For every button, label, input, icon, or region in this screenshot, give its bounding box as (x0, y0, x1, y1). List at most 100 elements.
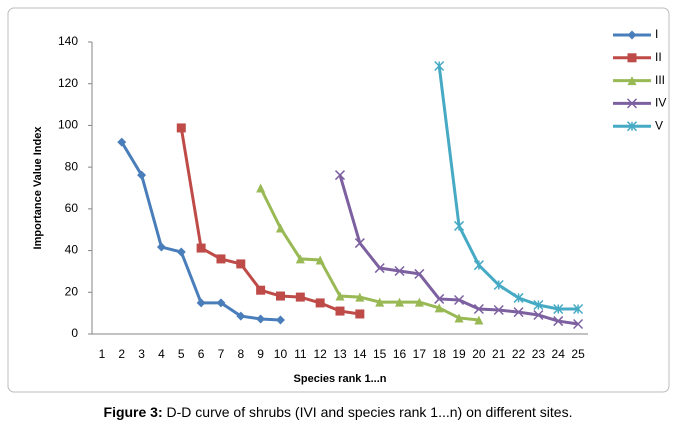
series-line (437, 65, 579, 311)
data-point (533, 299, 544, 311)
y-tick-label: 60 (65, 201, 79, 215)
x-tick-label: 1 (99, 347, 106, 361)
data-point (315, 255, 325, 265)
data-point (414, 268, 425, 279)
data-point (256, 183, 266, 193)
x-tick-label: 21 (492, 347, 506, 361)
data-point (275, 223, 285, 233)
caption-label: Figure 3: (104, 404, 163, 420)
y-tick-label: 0 (71, 326, 78, 340)
y-tick-label: 100 (58, 118, 78, 132)
data-point (473, 260, 484, 271)
legend-marker (627, 30, 637, 40)
x-tick-label: 12 (313, 347, 327, 361)
x-tick-label: 17 (413, 347, 427, 361)
data-point (335, 306, 345, 316)
legend-label: V (655, 118, 663, 132)
data-point (354, 238, 365, 249)
data-point (375, 297, 385, 307)
y-tick-label: 20 (65, 284, 79, 298)
data-point (434, 60, 445, 72)
x-tick-label: 9 (257, 347, 264, 361)
data-point (196, 298, 206, 308)
data-point (275, 291, 285, 301)
data-point (236, 259, 246, 269)
legend-marker (627, 76, 637, 86)
legend-label: II (655, 50, 662, 64)
data-point (236, 311, 246, 321)
data-point (513, 307, 524, 318)
x-tick-label: 8 (237, 347, 244, 361)
data-point (256, 285, 266, 295)
data-point (573, 303, 584, 315)
x-tick-label: 3 (138, 347, 145, 361)
x-tick-label: 16 (393, 347, 407, 361)
data-point (454, 313, 464, 323)
x-tick-label: 10 (274, 347, 288, 361)
data-point (414, 297, 424, 307)
data-point (315, 298, 325, 308)
y-tick-label: 40 (65, 243, 79, 257)
data-point (355, 309, 365, 319)
x-tick-label: 22 (512, 347, 526, 361)
data-point (513, 292, 524, 303)
data-point (434, 303, 444, 313)
data-point (196, 243, 206, 253)
legend-marker (626, 121, 638, 132)
data-point (216, 298, 226, 308)
data-point (275, 315, 285, 325)
data-point (117, 137, 127, 147)
data-point (156, 242, 166, 252)
x-tick-label: 6 (198, 347, 205, 361)
y-axis-title: Importance Value Index (32, 126, 44, 250)
x-tick-label: 20 (472, 347, 486, 361)
data-point (395, 297, 405, 307)
x-tick-label: 11 (294, 347, 307, 361)
data-point (295, 254, 305, 264)
x-axis-title: Species rank 1...n (294, 373, 387, 385)
data-point (374, 263, 385, 274)
x-tick-label: 4 (158, 347, 165, 361)
y-tick-label: 140 (58, 34, 78, 48)
x-tick-label: 15 (373, 347, 387, 361)
data-point (553, 303, 564, 315)
y-tick-label: 120 (58, 76, 78, 90)
data-point (256, 314, 266, 324)
data-point (394, 265, 405, 277)
data-point (573, 318, 584, 330)
data-point (335, 291, 345, 301)
data-point (434, 293, 445, 304)
data-point (553, 316, 564, 327)
data-point (137, 170, 147, 180)
data-point (295, 292, 305, 302)
legend-label: III (655, 73, 665, 87)
chart-frame (7, 7, 670, 393)
x-tick-label: 14 (353, 347, 367, 361)
series-line (259, 187, 480, 322)
legend-marker (626, 98, 638, 109)
data-point (355, 292, 365, 302)
data-point (176, 247, 186, 257)
data-point (533, 309, 544, 321)
x-tick-label: 2 (118, 347, 125, 361)
caption: Figure 3: D-D curve of shrubs (IVI and s… (104, 404, 573, 420)
data-point (493, 279, 504, 291)
caption-text: D-D curve of shrubs (IVI and species ran… (163, 404, 573, 420)
data-point (473, 303, 484, 315)
x-tick-label: 5 (178, 347, 185, 361)
data-point (493, 304, 504, 316)
data-point (474, 315, 484, 325)
series-line (179, 127, 361, 316)
data-point (454, 220, 465, 231)
x-tick-label: 24 (552, 347, 566, 361)
data-point (216, 254, 226, 264)
x-tick-label: 23 (532, 347, 546, 361)
legend-marker (627, 53, 637, 63)
legend-label: I (655, 27, 658, 41)
x-tick-label: 19 (452, 347, 466, 361)
data-point (454, 294, 465, 306)
x-tick-label: 7 (218, 347, 225, 361)
data-point (176, 123, 186, 133)
x-tick-label: 25 (571, 347, 585, 361)
